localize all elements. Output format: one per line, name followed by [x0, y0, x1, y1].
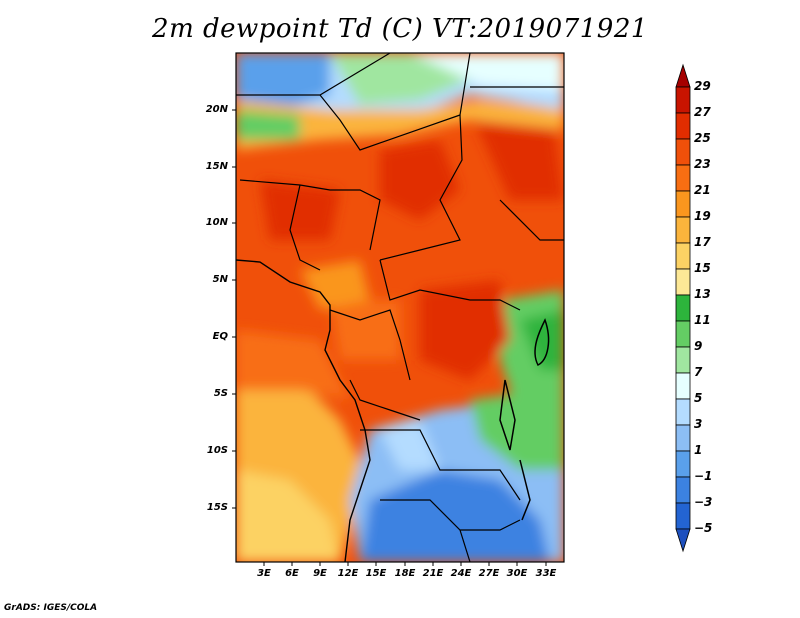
lon-label-30e: 30E — [506, 568, 528, 579]
lat-label-20n: 20N — [205, 104, 228, 115]
colorbar-label: 21 — [694, 183, 711, 197]
colorbar-swatch — [675, 346, 691, 374]
colorbar-label: 11 — [694, 313, 711, 327]
colorbar-swatch — [675, 502, 691, 530]
colorbar-label: 9 — [694, 339, 703, 353]
map-title: 2m dewpoint Td (C) VT:2019071921 — [152, 14, 648, 44]
colorbar-label: 3 — [694, 417, 703, 431]
colorbar-label: 25 — [694, 131, 711, 145]
lat-label-5s: 5S — [213, 388, 228, 399]
colorbar-label: 15 — [694, 261, 711, 275]
colorbar-label: 1 — [694, 443, 703, 457]
lon-label-21e: 21E — [422, 568, 444, 579]
colorbar-bottom-arrow — [675, 528, 691, 553]
dewpoint-field — [236, 53, 564, 562]
colorbar-label: 13 — [694, 287, 711, 301]
lat-label-10s: 10S — [206, 445, 228, 456]
colorbar-label: 19 — [694, 209, 711, 223]
colorbar-top-arrow — [675, 63, 691, 88]
colorbar-label: 17 — [694, 235, 711, 249]
colorbar-swatch — [675, 190, 691, 218]
lat-label-15n: 15N — [205, 161, 228, 172]
lat-label-10n: 10N — [205, 217, 228, 228]
colorbar-swatch — [675, 294, 691, 322]
colorbar-swatch — [675, 320, 691, 348]
lon-label-15e: 15E — [365, 568, 387, 579]
colorbar-swatch — [675, 138, 691, 166]
country-borders — [236, 53, 564, 562]
lon-ticks — [263, 562, 547, 566]
lat-label-15s: 15S — [206, 502, 228, 513]
lon-label-18e: 18E — [394, 568, 416, 579]
colorbar-label: 7 — [694, 365, 703, 379]
colorbar-label: −1 — [694, 469, 713, 483]
colorbar-label: 5 — [694, 391, 703, 405]
lat-label-5n: 5N — [212, 274, 228, 285]
lon-label-27e: 27E — [478, 568, 500, 579]
colorbar-label: −5 — [694, 521, 713, 535]
map-frame — [235, 52, 565, 563]
colorbar-swatch — [675, 242, 691, 270]
lon-label-3e: 3E — [257, 568, 271, 579]
colorbar-swatch — [675, 398, 691, 426]
colorbar-label: 23 — [694, 157, 711, 171]
lat-label-eq: EQ — [212, 331, 228, 342]
colorbar-swatch — [675, 372, 691, 400]
lon-label-6e: 6E — [285, 568, 299, 579]
lon-label-24e: 24E — [450, 568, 472, 579]
colorbar-swatch — [675, 216, 691, 244]
lon-label-9e: 9E — [313, 568, 327, 579]
lat-ticks — [232, 109, 236, 509]
colorbar-label: 27 — [694, 105, 711, 119]
coastline — [236, 259, 371, 562]
grads-credit: GrADS: IGES/COLA — [4, 603, 98, 613]
lon-label-12e: 12E — [337, 568, 359, 579]
colorbar-swatch — [675, 268, 691, 296]
great-lakes — [499, 318, 550, 521]
colorbar-swatch — [675, 476, 691, 504]
lon-label-33e: 33E — [535, 568, 557, 579]
colorbar-swatch — [675, 424, 691, 452]
colorbar-label: 29 — [694, 79, 711, 93]
colorbar-swatch — [675, 164, 691, 192]
colorbar-swatch — [675, 86, 691, 114]
colorbar-swatch — [675, 450, 691, 478]
colorbar-label: −3 — [694, 495, 713, 509]
colorbar — [675, 63, 691, 553]
colorbar-swatch — [675, 112, 691, 140]
